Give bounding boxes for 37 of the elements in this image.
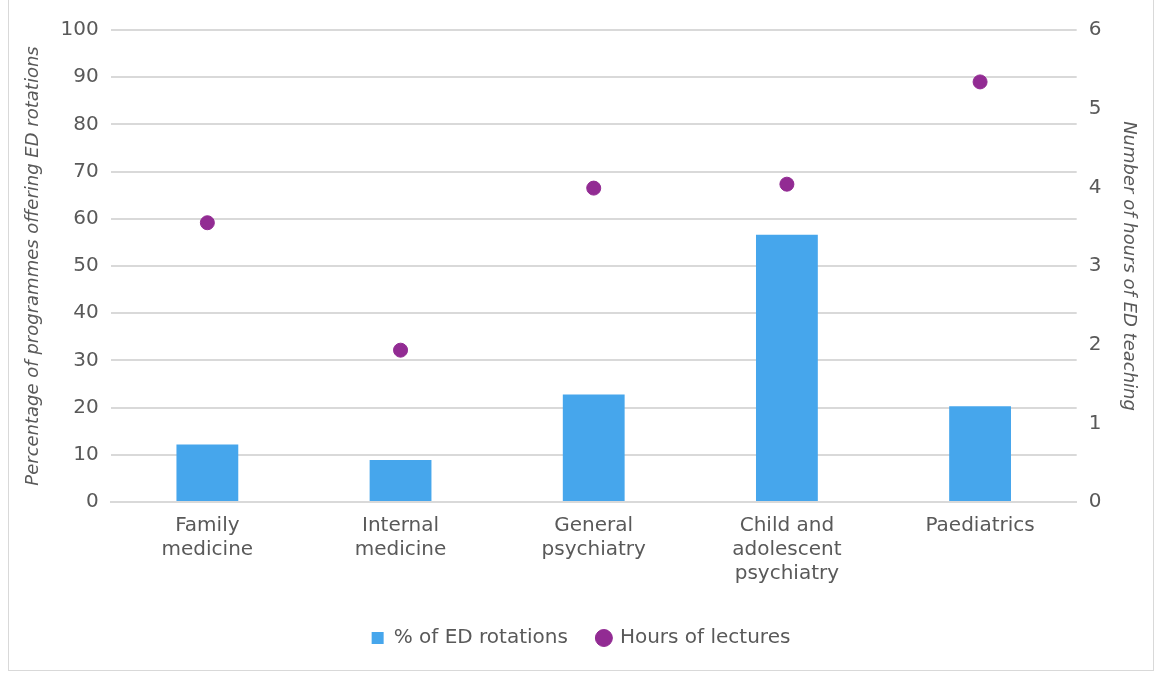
y-tick-label: 30 [73, 346, 99, 371]
y-tick-label: 40 [73, 299, 99, 324]
y2-tick-label: 2 [1088, 330, 1102, 355]
y-tick-label: 20 [73, 393, 99, 418]
y-tick-label: 10 [73, 441, 99, 465]
y-tick-label: 70 [73, 157, 99, 182]
y2-tick-label: 6 [1088, 16, 1102, 41]
y2-axis-title: Number of hours of ED teaching [1119, 121, 1141, 411]
x-tick-label: General psychiatry [541, 512, 647, 561]
legend-label: Hours of lectures [619, 624, 791, 649]
x-tick-label: Paediatrics [925, 512, 1035, 537]
y-tick-label: 80 [73, 110, 99, 135]
bar [369, 459, 432, 501]
bar [949, 406, 1011, 501]
y-tick-label: 50 [73, 252, 99, 277]
y2-tick-label: 5 [1088, 94, 1102, 119]
point [199, 215, 215, 231]
bar [176, 444, 239, 501]
x-tick-label: Child and adolescent psychiatry [732, 512, 842, 585]
x-tick-label: Family medicine [161, 512, 254, 561]
point [393, 342, 409, 358]
bar [562, 394, 625, 501]
point [586, 180, 602, 196]
y2-tick-label: 0 [1088, 488, 1102, 513]
y2-tick-label: 1 [1088, 409, 1102, 434]
point [779, 176, 795, 192]
y2-tick-label: 3 [1088, 252, 1102, 277]
y-tick-label: 90 [73, 63, 99, 88]
point [972, 74, 988, 90]
y-tick-label: 60 [73, 205, 99, 229]
bar [756, 234, 818, 501]
y-tick-label: 0 [86, 488, 99, 513]
legend-label: % of ED rotations [393, 624, 568, 649]
y-axis-title: Percentage of programmes offering ED rotations [21, 46, 43, 486]
y-tick-label: 100 [60, 16, 99, 41]
x-tick-label: Internal medicine [354, 512, 447, 561]
y2-tick-label: 4 [1088, 173, 1102, 198]
